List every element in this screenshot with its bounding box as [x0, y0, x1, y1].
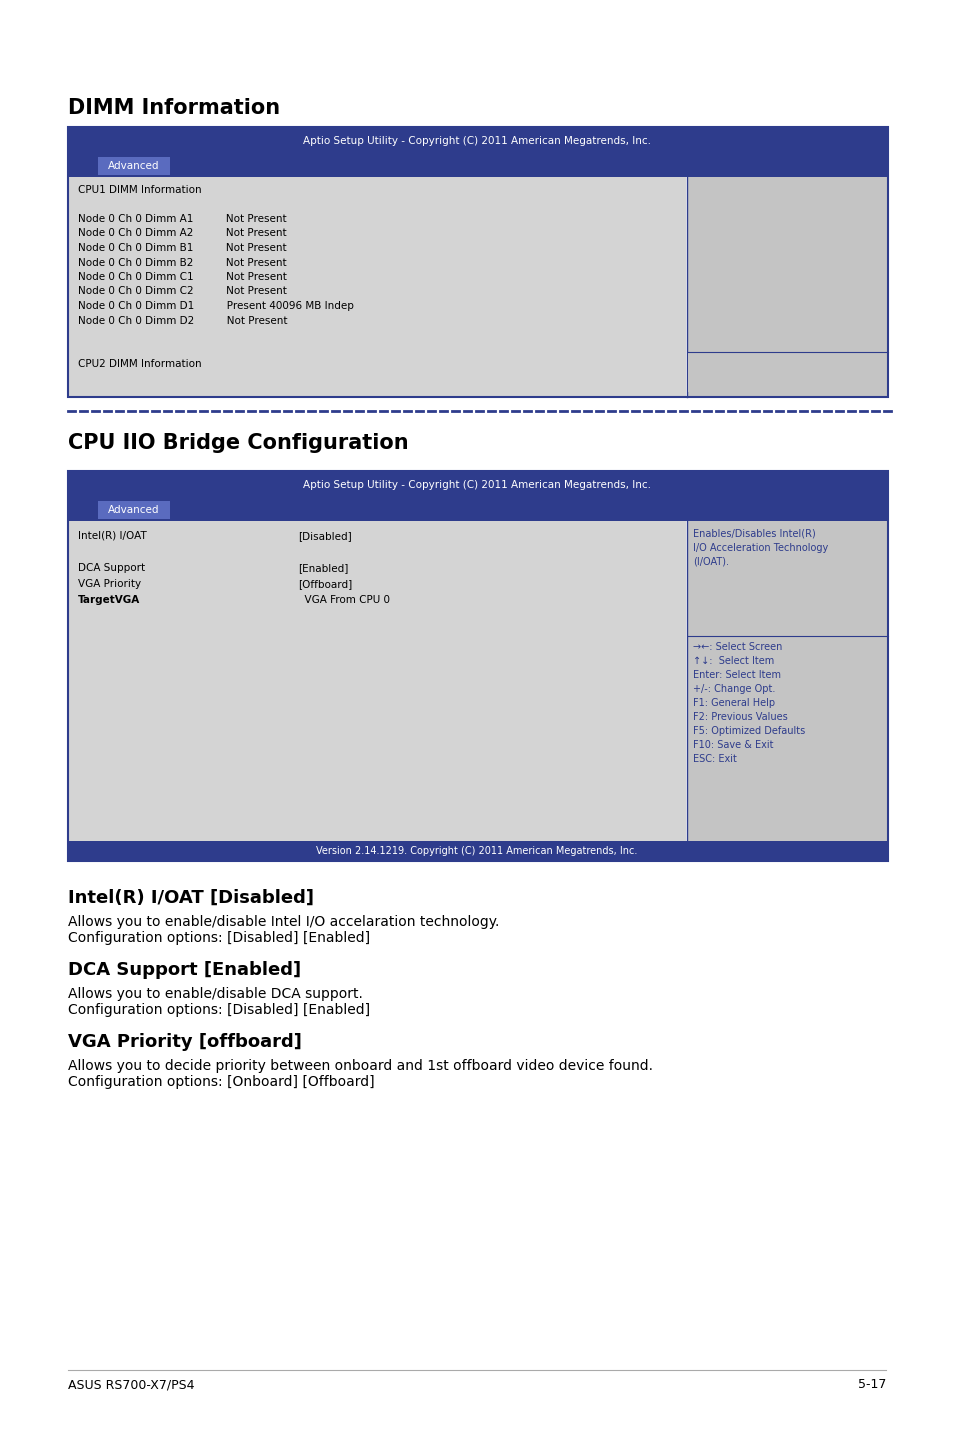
Text: CPU1 DIMM Information: CPU1 DIMM Information [78, 186, 201, 196]
Bar [68, 127, 887, 155]
Text: Allows you to decide priority between onboard and 1st offboard video device foun: Allows you to decide priority between on… [68, 1058, 652, 1073]
Text: Allows you to enable/disable Intel I/O accelaration technology.: Allows you to enable/disable Intel I/O a… [68, 915, 498, 929]
Text: DIMM Information: DIMM Information [68, 98, 280, 118]
Text: Node 0 Ch 0 Dimm C2          Not Present: Node 0 Ch 0 Dimm C2 Not Present [78, 286, 287, 296]
Bar [68, 472, 887, 499]
Text: VGA From CPU 0: VGA From CPU 0 [297, 595, 390, 605]
Text: Node 0 Ch 0 Dimm C1          Not Present: Node 0 Ch 0 Dimm C1 Not Present [78, 272, 287, 282]
Bar [68, 841, 887, 861]
Bar [687, 521, 887, 841]
Text: ↑↓:  Select Item: ↑↓: Select Item [692, 656, 774, 666]
Text: TargetVGA: TargetVGA [78, 595, 140, 605]
Text: Intel(R) I/OAT: Intel(R) I/OAT [78, 531, 147, 541]
Text: DCA Support: DCA Support [78, 564, 145, 572]
Text: Version 2.14.1219. Copyright (C) 2011 American Megatrends, Inc.: Version 2.14.1219. Copyright (C) 2011 Am… [316, 846, 637, 856]
Text: →←: Select Screen: →←: Select Screen [692, 641, 781, 651]
Text: Node 0 Ch 0 Dimm A2          Not Present: Node 0 Ch 0 Dimm A2 Not Present [78, 229, 286, 239]
Text: Node 0 Ch 0 Dimm B2          Not Present: Node 0 Ch 0 Dimm B2 Not Present [78, 257, 286, 267]
Text: VGA Priority: VGA Priority [78, 580, 141, 590]
Text: Aptio Setup Utility - Copyright (C) 2011 American Megatrends, Inc.: Aptio Setup Utility - Copyright (C) 2011… [303, 480, 650, 490]
Bar [98, 500, 170, 519]
Text: Enter: Select Item: Enter: Select Item [692, 670, 781, 680]
Bar [68, 127, 887, 397]
Text: F1: General Help: F1: General Help [692, 697, 774, 707]
Text: Enables/Disables Intel(R): Enables/Disables Intel(R) [692, 529, 815, 539]
Text: 5-17: 5-17 [857, 1378, 885, 1391]
Text: [Enabled]: [Enabled] [297, 564, 348, 572]
Text: Intel(R) I/OAT [Disabled]: Intel(R) I/OAT [Disabled] [68, 889, 314, 907]
Text: ASUS RS700-X7/PS4: ASUS RS700-X7/PS4 [68, 1378, 194, 1391]
Bar [68, 499, 887, 521]
Text: F2: Previous Values: F2: Previous Values [692, 712, 787, 722]
Text: Node 0 Ch 0 Dimm D2          Not Present: Node 0 Ch 0 Dimm D2 Not Present [78, 315, 287, 325]
Bar [68, 472, 887, 861]
Text: [Disabled]: [Disabled] [297, 531, 352, 541]
Text: Configuration options: [Disabled] [Enabled]: Configuration options: [Disabled] [Enabl… [68, 930, 370, 945]
Bar [687, 177, 887, 397]
Text: F10: Save & Exit: F10: Save & Exit [692, 741, 773, 751]
Text: Advanced: Advanced [108, 505, 159, 515]
Text: (I/OAT).: (I/OAT). [692, 557, 728, 567]
Text: F5: Optimized Defaults: F5: Optimized Defaults [692, 726, 804, 736]
Text: [Offboard]: [Offboard] [297, 580, 352, 590]
Bar [687, 352, 887, 393]
Text: ESC: Exit: ESC: Exit [692, 754, 736, 764]
Text: Configuration options: [Disabled] [Enabled]: Configuration options: [Disabled] [Enabl… [68, 1002, 370, 1017]
Text: Allows you to enable/disable DCA support.: Allows you to enable/disable DCA support… [68, 986, 362, 1001]
Text: DCA Support [Enabled]: DCA Support [Enabled] [68, 961, 301, 979]
Text: I/O Acceleration Technology: I/O Acceleration Technology [692, 544, 827, 554]
Text: Node 0 Ch 0 Dimm A1          Not Present: Node 0 Ch 0 Dimm A1 Not Present [78, 214, 286, 224]
Text: Advanced: Advanced [108, 161, 159, 171]
Text: CPU IIO Bridge Configuration: CPU IIO Bridge Configuration [68, 433, 408, 453]
Text: Aptio Setup Utility - Copyright (C) 2011 American Megatrends, Inc.: Aptio Setup Utility - Copyright (C) 2011… [303, 137, 650, 147]
Text: Node 0 Ch 0 Dimm B1          Not Present: Node 0 Ch 0 Dimm B1 Not Present [78, 243, 286, 253]
Bar [68, 155, 887, 177]
Text: CPU2 DIMM Information: CPU2 DIMM Information [78, 360, 201, 370]
Text: VGA Priority [offboard]: VGA Priority [offboard] [68, 1032, 301, 1051]
Bar [98, 157, 170, 175]
Bar [68, 521, 685, 841]
Text: +/-: Change Opt.: +/-: Change Opt. [692, 684, 775, 695]
Text: Configuration options: [Onboard] [Offboard]: Configuration options: [Onboard] [Offboa… [68, 1076, 375, 1089]
Bar [68, 177, 685, 397]
Text: Node 0 Ch 0 Dimm D1          Present 40096 MB Indep: Node 0 Ch 0 Dimm D1 Present 40096 MB Ind… [78, 301, 354, 311]
